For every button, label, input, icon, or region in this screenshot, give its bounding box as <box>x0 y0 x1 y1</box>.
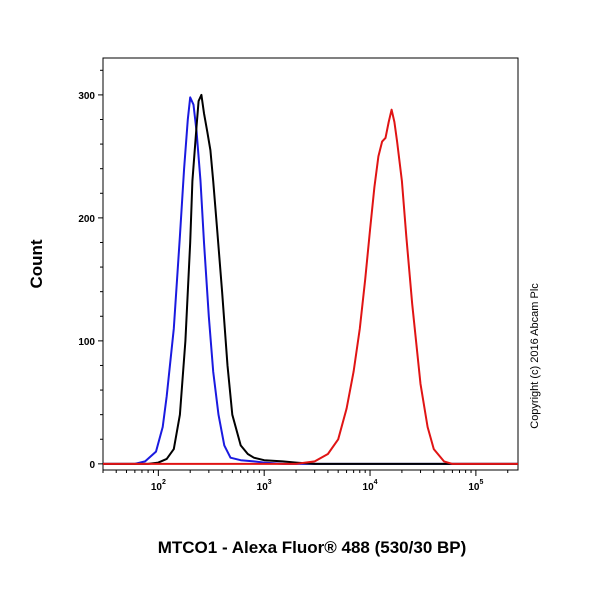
y-axis: 0 100 200 300 <box>78 69 103 471</box>
y-axis-title: Count <box>27 239 46 288</box>
x-tick-exponent: 2 <box>162 479 166 486</box>
y-tick-label: 300 <box>78 91 95 102</box>
x-tick-exponent: 3 <box>268 479 272 486</box>
x-tick-label: 104 <box>363 479 378 493</box>
x-tick-label: 105 <box>468 479 483 493</box>
x-tick-base: 10 <box>468 482 480 493</box>
y-tick-label: 0 <box>89 460 95 471</box>
histogram-series-line-3 <box>103 108 518 465</box>
series-layer <box>103 93 518 465</box>
x-axis-title: MTCO1 - Alexa Fluor® 488 (530/30 BP) <box>158 538 467 557</box>
copyright-text: Copyright (c) 2016 Abcam Plc <box>529 283 541 429</box>
y-tick-label: 200 <box>78 214 95 225</box>
x-tick-base: 10 <box>151 482 163 493</box>
plot-frame <box>102 57 519 471</box>
x-tick-label: 102 <box>151 479 166 493</box>
histogram-series-line-2 <box>103 93 518 465</box>
x-tick-base: 10 <box>257 482 269 493</box>
x-tick-base: 10 <box>363 482 375 493</box>
x-tick-exponent: 4 <box>374 479 378 486</box>
x-tick-exponent: 5 <box>479 479 483 486</box>
y-tick-label: 100 <box>78 337 95 348</box>
x-tick-label: 103 <box>257 479 272 493</box>
x-axis: 102 103 104 105 <box>102 470 509 493</box>
